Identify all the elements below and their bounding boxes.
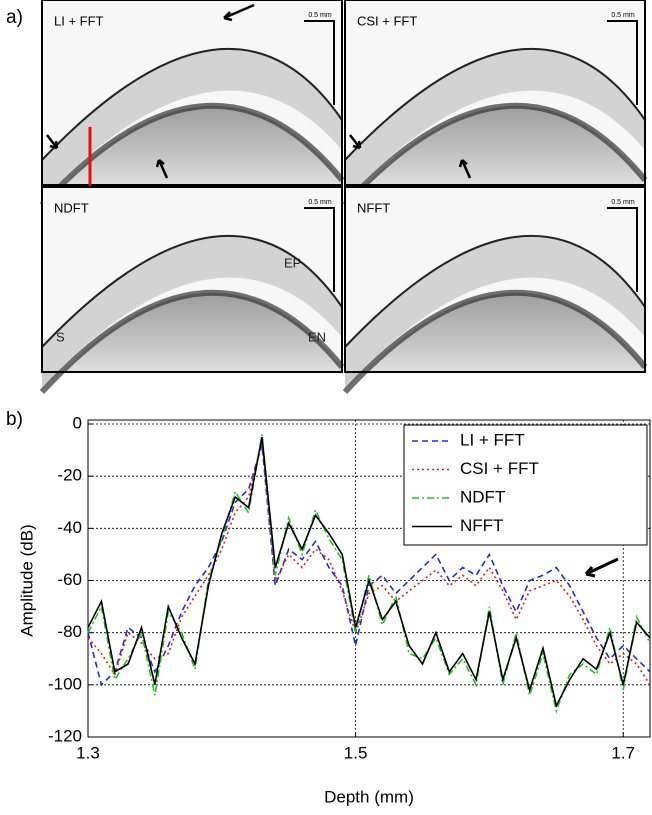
y-tick-label: -20 [57,466,82,485]
y-tick-label: 0 [73,413,82,432]
oct-image: CSI + FFT 0.5 mm [342,0,648,208]
series-line [87,434,651,714]
annotation: S [56,329,65,344]
x-tick-label: 1.3 [76,743,100,762]
scale-label: 0.5 mm [611,199,635,206]
panel-label: b) [6,409,23,430]
series-line [87,444,651,687]
arrow [46,134,59,150]
y-tick-label: -60 [57,570,82,589]
scale-label: 0.5 mm [308,199,332,206]
oct-image: NFFT 0.5 mm [342,186,648,395]
scale-bar [607,207,638,292]
endothelium [342,102,648,208]
endothelium [39,102,345,208]
scale-bar [607,20,638,105]
x-axis-label: Depth (mm) [324,787,414,806]
scale-bar [304,207,335,292]
y-tick-label: -100 [48,674,82,693]
x-tick-label: 1.7 [611,743,635,762]
image-border [41,0,343,186]
scale-label: 0.5 mm [308,12,332,19]
scale-bar [304,20,335,105]
arrow [223,3,255,22]
oct-image: LI + FFT 0.5 mm [39,0,345,208]
epithelium [41,234,343,348]
legend [403,424,648,546]
stroma [345,105,645,205]
image-border [344,186,646,373]
image-border [344,0,646,186]
stroma [42,105,342,205]
y-tick-label: -40 [57,518,82,537]
y-tick-label: -80 [57,622,82,641]
cornea-band [345,235,645,387]
oct-image: NDFT 0.5 mm [39,186,345,395]
image-title: NDFT [54,200,89,215]
legend-label: NDFT [460,487,505,506]
endothelium [39,289,345,395]
arrow [584,557,619,578]
cornea-band [345,48,645,201]
image-title: CSI + FFT [357,13,417,28]
annotation: EN [308,329,326,344]
cornea-band [42,48,342,201]
image-border [41,186,343,373]
series-line [87,439,651,686]
arrow [458,159,472,179]
legend-label: NFFT [460,516,503,535]
endothelium [342,289,648,395]
panel-label: a) [6,7,23,28]
image-title: LI + FFT [54,13,104,28]
arrow [155,159,169,179]
x-tick-label: 1.5 [344,743,368,762]
cornea-band [42,235,342,387]
legend-label: CSI + FFT [460,459,539,478]
annotation: EP [284,255,301,270]
series-line [87,436,651,709]
epithelium [344,47,646,161]
epithelium [41,47,343,161]
arrow [349,134,362,150]
y-tick-label: -120 [48,726,82,745]
image-title: NFFT [357,200,390,215]
epithelium [344,234,646,348]
stroma [42,292,342,392]
y-axis-label: Amplitude (dB) [17,524,36,636]
legend-label: LI + FFT [460,430,525,449]
scale-label: 0.5 mm [611,12,635,19]
stroma [345,292,645,392]
